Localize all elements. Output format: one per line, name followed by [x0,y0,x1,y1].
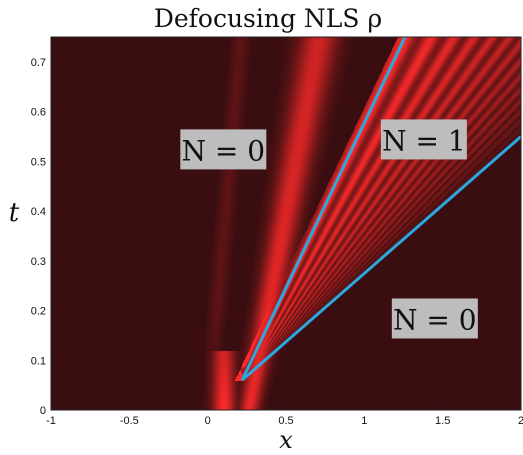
chart-title: Defocusing NLS ρ [154,4,382,33]
plot-area [51,37,522,411]
